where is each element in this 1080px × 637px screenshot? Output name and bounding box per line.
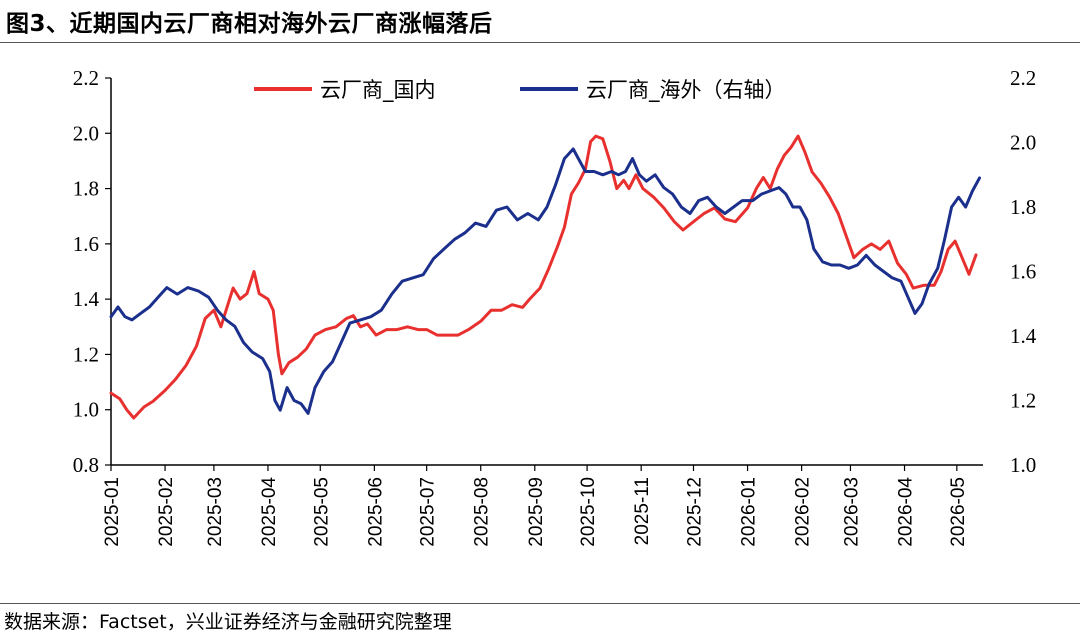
x-tick-label: 2025-01	[102, 477, 123, 547]
series-line-overseas	[109, 147, 981, 415]
x-tick-label: 2025-07	[418, 477, 439, 547]
x-tick-label: 2026-02	[793, 477, 814, 547]
x-tick-label: 2026-05	[948, 477, 969, 547]
right-y-tick-label: 2.2	[1010, 66, 1036, 90]
left-y-tick-label: 2.2	[73, 66, 99, 90]
left-y-tick-label: 1.6	[73, 232, 99, 256]
line-chart: 0.8 1.0 1.2 1.4 1.6 1.8 2.0 2.2 1.0 1.2 1.4 1.6 1.8…	[73, 66, 1037, 547]
left-y-tick-label: 0.8	[73, 453, 99, 477]
right-y-tick-label: 1.6	[1010, 260, 1036, 284]
x-tick-label: 2025-08	[472, 477, 493, 547]
x-tick-label: 2025-05	[311, 477, 332, 547]
left-y-tick-label: 1.8	[73, 177, 99, 201]
legend-label-overseas: 云厂商_海外（右轴）	[586, 78, 786, 103]
source-note: 数据来源：Factset，兴业证券经济与金融研究院整理	[4, 611, 452, 633]
title-rule	[0, 42, 1080, 43]
left-y-axis: 0.8 1.0 1.2 1.4 1.6 1.8 2.0 2.2	[73, 66, 111, 477]
legend: 云厂商_国内 云厂商_海外（右轴）	[254, 78, 786, 103]
x-tick-label: 2025-10	[578, 477, 599, 547]
right-y-tick-label: 1.0	[1010, 453, 1036, 477]
x-tick-label: 2025-02	[156, 477, 177, 547]
source-rule	[0, 603, 1080, 604]
left-y-tick-label: 1.4	[73, 287, 100, 311]
right-y-tick-label: 1.4	[1010, 324, 1037, 348]
figure-title: 图3、近期国内云厂商相对海外云厂商涨幅落后	[6, 11, 493, 37]
legend-label-domestic: 云厂商_国内	[320, 78, 436, 103]
x-axis: 2025-01 2025-02 2025-03 2025-04 2025-05 2025-…	[102, 465, 969, 547]
right-y-tick-label: 2.0	[1010, 131, 1036, 155]
left-y-tick-label: 1.0	[73, 398, 99, 422]
x-tick-label: 2025-04	[259, 477, 280, 547]
left-y-tick-label: 2.0	[73, 121, 99, 145]
right-y-tick-label: 1.8	[1010, 195, 1036, 219]
series-line-domestic	[109, 134, 978, 420]
plot-frame	[110, 78, 983, 466]
x-tick-label: 2026-04	[896, 477, 917, 547]
right-y-axis: 1.0 1.2 1.4 1.6 1.8 2.0 2.2	[1010, 66, 1037, 477]
x-tick-label: 2025-12	[684, 477, 705, 547]
x-tick-label: 2026-01	[739, 477, 760, 547]
x-tick-label: 2025-11	[632, 477, 653, 545]
series-layer	[109, 134, 981, 420]
x-tick-label: 2025-03	[205, 477, 226, 547]
x-tick-label: 2025-09	[526, 477, 547, 547]
x-tick-label: 2025-06	[365, 477, 386, 547]
x-tick-label: 2026-03	[841, 477, 862, 547]
right-y-tick-label: 1.2	[1010, 389, 1036, 413]
left-y-tick-label: 1.2	[73, 342, 99, 366]
